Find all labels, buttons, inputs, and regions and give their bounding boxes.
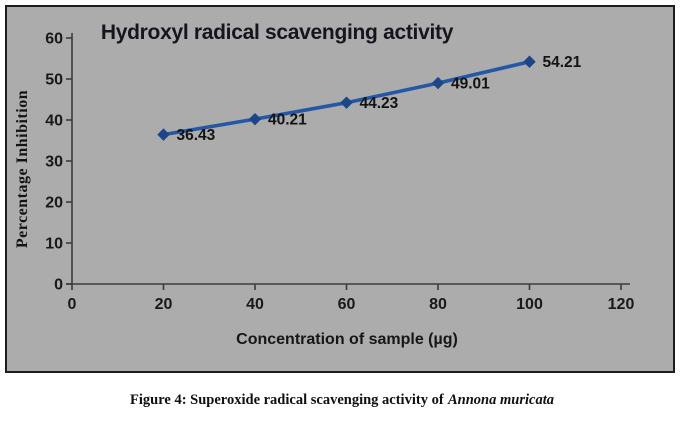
data-point-marker <box>157 128 170 141</box>
x-tick-label: 80 <box>429 296 447 313</box>
y-tick-label: 30 <box>45 154 63 171</box>
data-point-label: 36.43 <box>177 127 216 144</box>
x-tick-label: 60 <box>338 296 356 313</box>
x-axis-title: Concentration of sample (µg) <box>236 331 458 348</box>
y-tick-label: 40 <box>45 113 63 130</box>
data-point-marker <box>340 96 353 109</box>
data-point-label: 44.23 <box>360 95 399 112</box>
caption-species: Annona muricata <box>448 392 554 408</box>
x-tick-label: 120 <box>608 296 635 313</box>
chart-area: Hydroxyl radical scavenging activity Per… <box>5 5 675 373</box>
data-point-label: 54.21 <box>543 54 582 71</box>
data-point-label: 40.21 <box>268 112 307 129</box>
y-tick-label: 10 <box>45 236 63 253</box>
y-tick-label: 20 <box>45 195 63 212</box>
caption-text: Figure 4: Superoxide radical scavenging … <box>130 392 444 408</box>
y-tick-label: 60 <box>45 31 63 48</box>
x-tick-label: 20 <box>155 296 173 313</box>
plot-svg: 0 10 20 30 40 50 60 0 20 40 60 80 100 120 36.43 40.21 44… <box>45 31 635 314</box>
data-point-label: 49.01 <box>451 76 490 93</box>
x-tick-label: 0 <box>68 296 77 313</box>
data-point-marker <box>431 76 445 90</box>
data-point-marker <box>523 55 536 68</box>
figure-caption: Figure 4: Superoxide radical scavenging … <box>0 392 684 409</box>
x-tick-label: 100 <box>516 296 543 313</box>
y-tick-label: 0 <box>54 277 63 294</box>
chart-title: Hydroxyl radical scavenging activity <box>100 21 454 44</box>
data-point-marker <box>248 112 262 126</box>
y-tick-label: 50 <box>45 72 63 89</box>
x-tick-label: 40 <box>246 296 264 313</box>
